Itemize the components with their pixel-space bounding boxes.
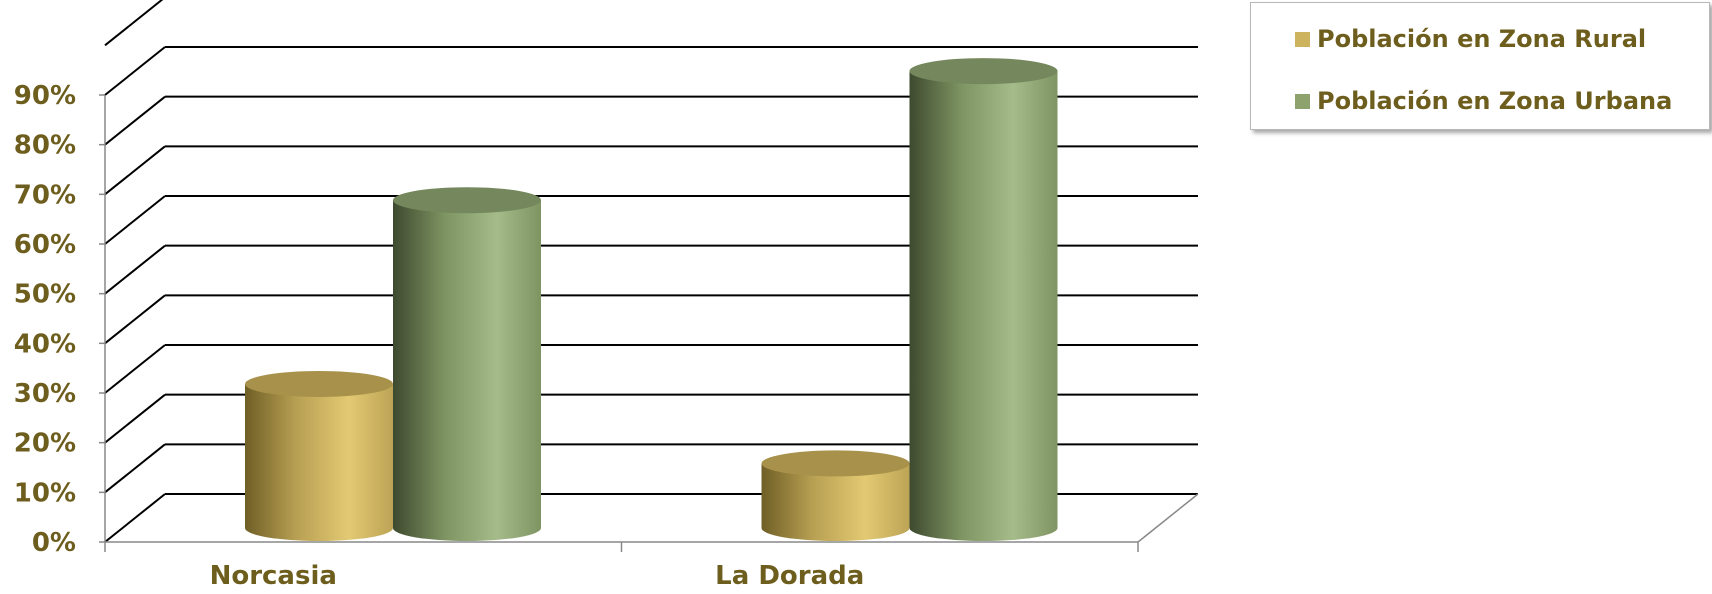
y-tick-label: 90% [14, 81, 76, 111]
bar-top [393, 187, 541, 214]
legend-item-rural: Población en Zona Rural [1295, 25, 1646, 53]
y-tick-label: 50% [14, 280, 76, 310]
gridline-diagonal [104, 145, 166, 196]
bars [245, 58, 1058, 542]
x-tick-label: Norcasia [210, 561, 337, 591]
bar [393, 187, 541, 541]
y-tick-label: 20% [14, 429, 76, 459]
gridline-diagonal [104, 195, 166, 245]
y-axis-ticks: 0% 10% 20% 30% 40% 50% 60% 70% 80% 90% [14, 81, 105, 558]
gridline-diagonal [104, 344, 166, 394]
gridline-diagonal [104, 443, 166, 494]
bar-body [909, 71, 1058, 542]
bar-top [245, 370, 393, 397]
y-tick-label: 40% [14, 329, 76, 359]
gridline-diagonal [104, 393, 166, 444]
bar [761, 450, 910, 541]
gridline-diagonal [104, 493, 166, 543]
legend: Población en Zona Rural Población en Zon… [1250, 2, 1710, 130]
y-tick-label: 80% [14, 131, 76, 161]
bar [909, 58, 1058, 542]
y-tick-label: 30% [14, 379, 76, 409]
bar-body [245, 383, 393, 541]
legend-swatch-rural [1295, 31, 1310, 47]
bar-top [761, 450, 910, 477]
gridline-diagonal [104, 46, 166, 96]
gridline-diagonal [104, 244, 166, 295]
gridline-diagonal [104, 0, 164, 47]
x-tick-label: La Dorada [715, 561, 864, 591]
bar [245, 370, 393, 541]
y-tick-label: 10% [14, 478, 76, 508]
floor-edge [1137, 493, 1199, 543]
gridline-diagonal [104, 95, 166, 146]
bar-body [761, 463, 910, 541]
legend-item-urban: Población en Zona Urbana [1295, 87, 1672, 115]
legend-label-urban: Población en Zona Urbana [1317, 87, 1673, 115]
gridline-diagonal [104, 294, 166, 345]
y-tick-label: 70% [14, 180, 76, 210]
bar-body [393, 200, 541, 541]
y-tick-label: 0% [32, 528, 76, 558]
legend-label-rural: Población en Zona Rural [1317, 25, 1647, 53]
legend-swatch-urban [1295, 93, 1310, 109]
x-axis-labels: Norcasia La Dorada [210, 561, 865, 591]
y-tick-label: 60% [14, 230, 76, 260]
bar-top [909, 58, 1058, 85]
